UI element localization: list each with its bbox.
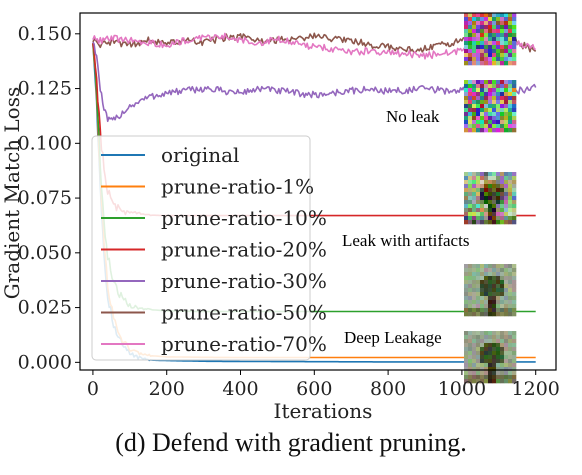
series-line-prune-ratio-50pct — [92, 31, 537, 54]
legend-label: prune-ratio-50% — [161, 301, 327, 325]
legend-box — [91, 135, 311, 361]
gradient-pruning-chart: 0 200 400 600 800 1000 1200 0.000 0.025 0.050 0.07… — [0, 12, 560, 423]
y-tick-label: 0.050 — [18, 242, 72, 264]
figure-caption: (d) Defend with gradient pruning. — [115, 428, 467, 457]
axes-layer — [79, 12, 557, 371]
reconstruction-thumbnail — [464, 13, 517, 66]
x-tick-label: 1200 — [512, 378, 560, 400]
x-axis-title: Iterations — [274, 399, 373, 423]
y-tick-label: 0.125 — [18, 78, 72, 100]
thumbnail-layer — [464, 13, 517, 384]
x-tick-label: 800 — [370, 378, 406, 400]
legend-label: prune-ratio-30% — [161, 269, 327, 293]
series-line-prune-ratio-70pct — [92, 32, 536, 60]
legend-label: prune-ratio-70% — [161, 332, 327, 356]
reconstruction-thumbnail — [464, 80, 517, 133]
x-tick-label: 400 — [222, 378, 258, 400]
y-tick-label: 0.150 — [18, 23, 72, 45]
legend: original prune-ratio-1% prune-ratio-10% pru… — [91, 135, 327, 361]
x-tick-label: 1000 — [438, 378, 486, 400]
x-tick-label: 0 — [87, 378, 99, 400]
annotation-no-leak: No leak — [386, 107, 440, 126]
annotation-leak-with-artifacts: Leak with artifacts — [342, 231, 469, 250]
legend-label: prune-ratio-10% — [161, 206, 327, 230]
series-line-prune-ratio-30pct — [92, 41, 537, 123]
y-tick-label: 0.025 — [18, 297, 72, 319]
y-tick-label: 0.075 — [18, 187, 72, 209]
legend-label: prune-ratio-20% — [161, 238, 327, 262]
y-axis-title: Gradient Match Loss — [0, 87, 24, 300]
reconstruction-thumbnail — [464, 331, 517, 384]
tick-layer: 0 200 400 600 800 1000 1200 0.000 0.025 0.050 0.07… — [18, 23, 560, 400]
legend-label: prune-ratio-1% — [161, 175, 314, 199]
x-tick-label: 600 — [296, 378, 332, 400]
x-tick-label: 200 — [149, 378, 185, 400]
y-tick-label: 0.000 — [18, 351, 72, 373]
reconstruction-thumbnail — [464, 172, 517, 225]
reconstruction-thumbnail — [464, 264, 517, 317]
y-tick-label: 0.100 — [18, 132, 72, 154]
annotation-deep-leakage: Deep Leakage — [344, 328, 442, 347]
legend-label: original — [161, 143, 239, 167]
plot-frame — [79, 12, 557, 371]
